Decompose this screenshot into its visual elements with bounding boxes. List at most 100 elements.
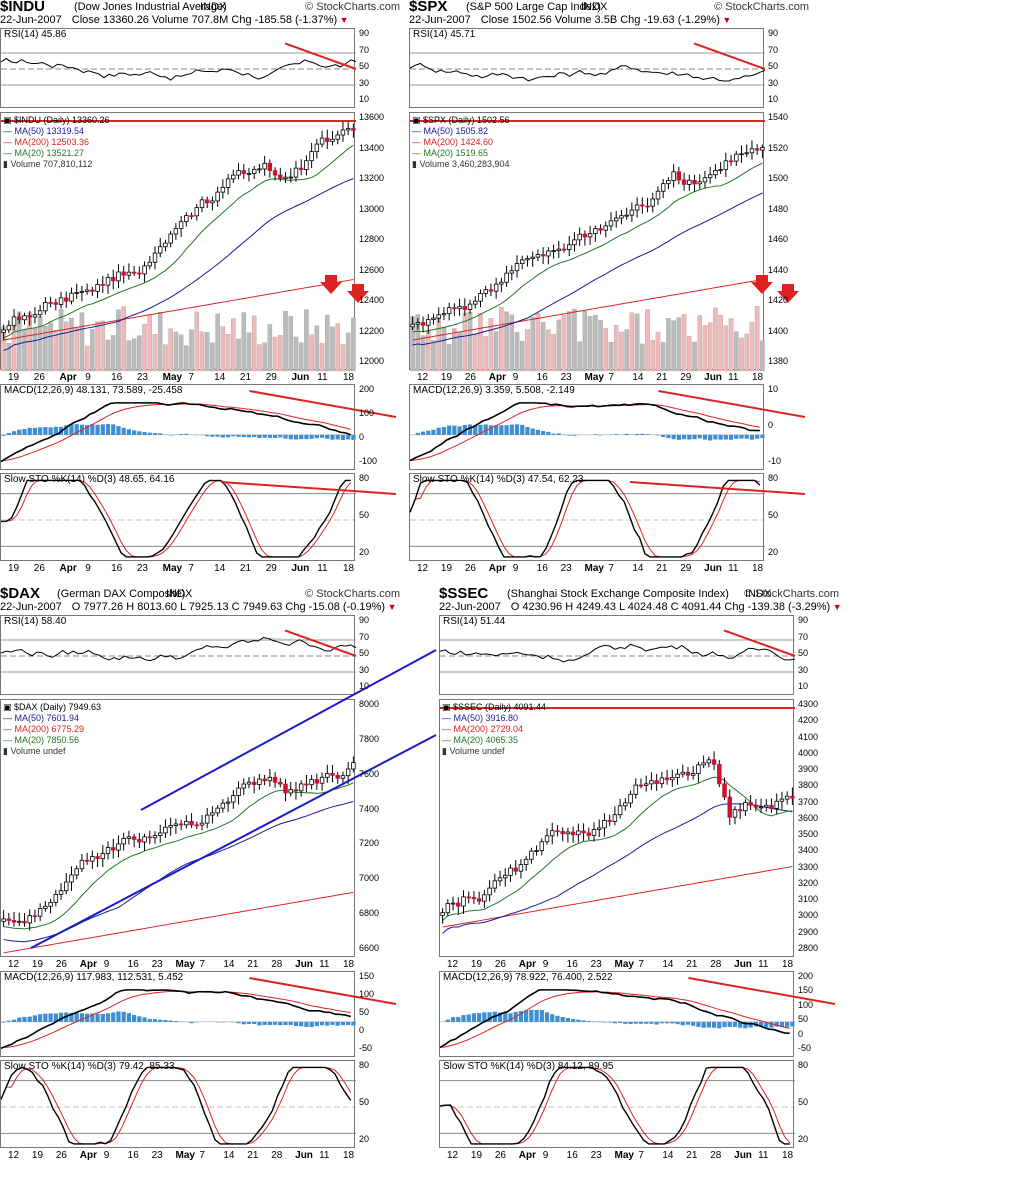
- volume-bar: [262, 342, 267, 372]
- macd-histogram-bar: [614, 434, 619, 435]
- macd-histogram-bar: [43, 427, 48, 435]
- macd-histogram-bar: [90, 1013, 95, 1022]
- rsi-panel-svg: [0, 629, 357, 673]
- macd-histogram-bar: [426, 430, 431, 435]
- macd-histogram-bar: [163, 1019, 168, 1022]
- volume-bar: [692, 341, 697, 372]
- candle: [121, 271, 126, 276]
- candle: [84, 859, 90, 862]
- rsi-tick: 30: [359, 77, 370, 88]
- macd-tick: 100: [359, 989, 375, 999]
- candle: [262, 162, 267, 170]
- date-label: 14: [662, 959, 674, 970]
- quote: Close 1502.56 Volume 3.5B Chg -19.63 (-1…: [480, 14, 720, 26]
- candle: [649, 780, 654, 785]
- price-tick: 12400: [359, 295, 385, 305]
- volume-label-text: Volume 707,810,112: [10, 159, 93, 169]
- macd-histogram-bar: [634, 434, 640, 435]
- price-panel-svg: [440, 707, 795, 934]
- macd-histogram-bar: [351, 434, 356, 440]
- date-label: 26: [494, 1150, 506, 1161]
- quote: O 7977.26 H 8013.60 L 7925.13 C 7949.63 …: [71, 601, 386, 613]
- volume-bar: [572, 308, 577, 372]
- candle: [518, 864, 524, 872]
- macd-histogram-bar: [69, 1012, 74, 1022]
- candle: [163, 826, 168, 834]
- macd-line: [0, 402, 352, 463]
- volume-bar: [681, 314, 687, 372]
- candle: [666, 180, 671, 185]
- date-label: 23: [136, 372, 148, 383]
- macd-histogram-bar: [713, 434, 718, 440]
- candle: [241, 170, 246, 174]
- candle: [779, 798, 785, 802]
- candle: [619, 215, 624, 219]
- candle: [685, 771, 691, 776]
- price-tick: 7400: [359, 803, 380, 814]
- volume-bar: [734, 331, 739, 372]
- candle: [204, 199, 210, 204]
- candle: [612, 814, 618, 822]
- candle: [100, 283, 106, 286]
- ma50-label-swatch: —: [412, 126, 424, 136]
- exchange: INDX: [166, 588, 193, 600]
- candle: [90, 856, 95, 862]
- volume-bar: [718, 314, 723, 372]
- index-name: (S&P 500 Large Cap Index): [466, 1, 601, 13]
- candle: [629, 209, 635, 216]
- ma200-label-text: MA(200) 12503.36: [14, 137, 90, 147]
- candle: [664, 777, 670, 781]
- date-label: 29: [265, 372, 277, 383]
- volume-bar: [215, 313, 220, 372]
- candle: [116, 843, 121, 851]
- macd-histogram-bar: [64, 425, 69, 435]
- candle: [340, 775, 346, 779]
- candle: [681, 179, 687, 185]
- candle: [638, 784, 644, 787]
- candle: [640, 204, 645, 207]
- macd-histogram-bar: [602, 1021, 607, 1023]
- price-tick: 13600: [359, 112, 385, 122]
- volume-bar: [37, 316, 43, 372]
- quote: Close 13360.26 Volume 707.8M Chg -185.58…: [71, 14, 338, 26]
- macd-histogram-bar: [718, 434, 723, 440]
- candle: [445, 903, 451, 914]
- date-label: 18: [343, 563, 355, 574]
- volume-bar: [561, 315, 567, 372]
- macd-histogram-bar: [179, 434, 184, 435]
- macd-trendline: [658, 390, 806, 418]
- brand: © StockCharts.com: [714, 1, 809, 13]
- candle: [737, 809, 743, 812]
- volume-bar: [204, 332, 210, 372]
- macd-histogram-bar: [231, 434, 236, 437]
- macd-histogram-bar: [478, 424, 483, 435]
- candle: [654, 780, 659, 785]
- date-label: 18: [752, 563, 764, 574]
- date-label: 29: [680, 372, 692, 383]
- macd-histogram-bar: [11, 431, 17, 435]
- macd-panel: MACD(12,26,9) 3.359, 5.508, -2.149: [409, 384, 806, 470]
- macd-histogram-bar: [53, 1013, 58, 1022]
- volume-label: ▮ Volume 3,460,283,904: [412, 159, 510, 170]
- macd-histogram-bar: [666, 434, 671, 439]
- ma200-line: [3, 279, 354, 341]
- volume-bar: [446, 344, 452, 372]
- date-label: 14: [223, 959, 235, 970]
- quote-line: 22-Jun-2007 Close 13360.26 Volume 707.8M …: [0, 14, 349, 26]
- volume-bar: [493, 331, 499, 372]
- macd-trendline: [688, 977, 836, 1005]
- candle: [717, 763, 722, 785]
- ma50-label-swatch: —: [3, 126, 15, 136]
- candle: [446, 307, 452, 315]
- candle: [184, 215, 189, 223]
- date-label: 18: [343, 372, 355, 383]
- macd-histogram-bar: [503, 1012, 508, 1022]
- macd-histogram-bar: [497, 1012, 503, 1022]
- date-label: 26: [55, 959, 67, 970]
- date-label: 19: [8, 372, 20, 383]
- sto-label-text: Slow STO %K(14) %D(3) 47.54, 62.23: [413, 474, 584, 485]
- volume-bar: [593, 314, 598, 372]
- ma20-label-swatch: —: [3, 735, 15, 745]
- date-label: 16: [566, 959, 578, 970]
- ma20-label-swatch: —: [3, 148, 15, 158]
